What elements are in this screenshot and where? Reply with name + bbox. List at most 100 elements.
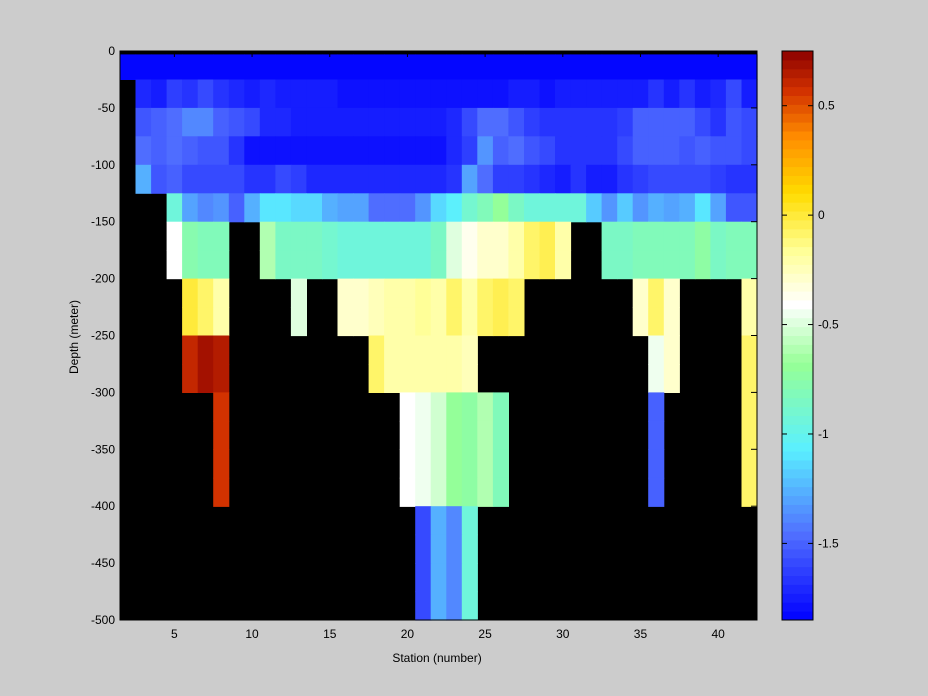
heatmap-cell	[508, 54, 525, 80]
heatmap-cell	[586, 164, 603, 194]
heatmap-cell	[539, 221, 556, 251]
colorbar-segment	[782, 326, 813, 336]
heatmap-cell	[741, 164, 758, 194]
heatmap-cell	[182, 364, 199, 393]
heatmap-cell	[648, 54, 665, 80]
heatmap-cell	[508, 193, 525, 223]
heatmap-cell	[399, 54, 416, 80]
heatmap-cell	[399, 79, 416, 109]
heatmap-cell	[415, 364, 432, 393]
heatmap-cell	[275, 250, 292, 280]
heatmap-cell	[368, 54, 385, 80]
heatmap-cell	[430, 591, 447, 621]
heatmap-cell	[741, 420, 758, 450]
heatmap-cell	[228, 193, 245, 223]
heatmap-cell	[694, 250, 711, 280]
heatmap-cell	[213, 221, 230, 251]
heatmap-cell	[213, 107, 230, 137]
heatmap-cell	[632, 136, 649, 166]
heatmap-cell	[322, 193, 339, 223]
heatmap-cell	[166, 136, 183, 166]
heatmap-cell	[213, 420, 230, 450]
colorbar-segment	[782, 104, 813, 114]
heatmap-cell	[492, 136, 509, 166]
heatmap-cell	[430, 392, 447, 422]
heatmap-cell	[477, 193, 494, 223]
heatmap-cell	[632, 307, 649, 337]
x-tick-label: 35	[634, 627, 648, 641]
heatmap-cell	[663, 164, 680, 194]
heatmap-cell	[710, 250, 727, 280]
heatmap-cell	[663, 278, 680, 308]
heatmap-cell	[275, 79, 292, 109]
heatmap-cell	[524, 193, 541, 223]
heatmap-cell	[492, 420, 509, 450]
heatmap-cell	[368, 278, 385, 308]
heatmap-cell	[228, 107, 245, 137]
heatmap-cell	[384, 307, 401, 337]
heatmap-cell	[492, 79, 509, 109]
heatmap-cell	[679, 54, 696, 80]
heatmap-cell	[461, 278, 478, 308]
colorbar-segment	[782, 77, 813, 88]
y-tick-label: -500	[91, 613, 115, 627]
y-tick-label: -200	[91, 272, 115, 286]
heatmap-cell	[741, 54, 758, 80]
heatmap-cell	[477, 79, 494, 109]
heatmap-cell	[399, 392, 416, 422]
colorbar-segment	[782, 139, 813, 150]
heatmap-cell	[182, 107, 199, 137]
heatmap-cell	[430, 250, 447, 280]
colorbar-segment	[782, 531, 813, 541]
heatmap-cell	[446, 250, 463, 280]
heatmap-cell	[492, 307, 509, 337]
heatmap-cell	[648, 221, 665, 251]
heatmap-cell	[306, 107, 323, 137]
heatmap-cell	[694, 79, 711, 109]
heatmap-cell	[337, 54, 354, 80]
heatmap-cell	[430, 221, 447, 251]
heatmap-cell	[415, 164, 432, 194]
y-tick-label: -350	[91, 442, 115, 456]
heatmap-cell	[725, 193, 742, 223]
colorbar-tick-label: -1	[818, 427, 829, 441]
heatmap-cell	[617, 164, 634, 194]
heatmap-cell	[710, 79, 727, 109]
colorbar-segment	[782, 522, 813, 532]
heatmap-cell	[415, 54, 432, 80]
heatmap-cell	[322, 250, 339, 280]
heatmap-cell	[710, 54, 727, 80]
y-axis-ticks: 0 -50 -100 -150 -200 -250 -300 -350 -400 -450 -500	[91, 44, 757, 627]
heatmap-cell	[446, 278, 463, 308]
heatmap-cell	[290, 250, 307, 280]
heatmap-cell	[290, 136, 307, 166]
heatmap-cell	[586, 54, 603, 80]
heatmap-cell	[182, 278, 199, 308]
heatmap-cell	[524, 221, 541, 251]
heatmap-cell	[399, 164, 416, 194]
heatmap-cell	[197, 136, 214, 166]
heatmap-cell	[679, 107, 696, 137]
heatmap-cell	[384, 136, 401, 166]
heatmap-cell	[461, 534, 478, 564]
heatmap-cell	[228, 136, 245, 166]
heatmap-cell	[648, 420, 665, 450]
heatmap-cell	[415, 278, 432, 308]
heatmap-cell	[337, 250, 354, 280]
heatmap-cell	[461, 364, 478, 393]
heatmap-cell	[290, 79, 307, 109]
heatmap-cell	[477, 136, 494, 166]
heatmap-cell	[679, 164, 696, 194]
heatmap-cell	[461, 164, 478, 194]
heatmap-cell	[492, 107, 509, 137]
heatmap-cell	[617, 54, 634, 80]
colorbar-tick-label: -1.5	[818, 536, 839, 550]
heatmap-cell	[306, 164, 323, 194]
heatmap-cell	[213, 79, 230, 109]
heatmap-cell	[446, 534, 463, 564]
heatmap-cell	[197, 278, 214, 308]
heatmap-cell	[430, 477, 447, 507]
heatmap-cell	[477, 164, 494, 194]
colorbar-segment	[782, 211, 813, 221]
heatmap-cell	[632, 54, 649, 80]
